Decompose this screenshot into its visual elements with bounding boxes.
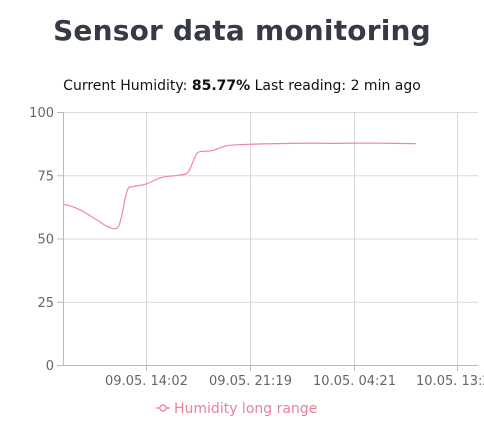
y-tick-label: 100 bbox=[29, 106, 54, 121]
legend-label: Humidity long range bbox=[174, 401, 317, 417]
x-tick-label: 10.05. 04:21 bbox=[313, 374, 396, 389]
humidity-value: 85.77% bbox=[191, 78, 251, 94]
y-tick-label: 75 bbox=[37, 169, 54, 184]
chart-legend[interactable]: Humidity long range bbox=[156, 401, 317, 417]
reading-value: 2 min ago bbox=[350, 78, 421, 94]
chart-series bbox=[62, 142, 416, 230]
chart-grid bbox=[63, 112, 478, 366]
x-tick-label: 09.05. 14:02 bbox=[105, 374, 188, 389]
status-line: Current Humidity: 85.77% Last reading: 2… bbox=[0, 78, 484, 94]
reading-label: Last reading: bbox=[254, 78, 347, 94]
y-tick-label: 0 bbox=[46, 359, 54, 374]
chart-axes: 0 25 50 75 100 09.05. 14:02 09.05. 21:19 10.05.… bbox=[29, 106, 484, 389]
legend-marker-icon bbox=[159, 404, 167, 412]
y-tick-label: 50 bbox=[37, 233, 54, 248]
humidity-label: Current Humidity: bbox=[63, 78, 188, 94]
x-tick-label: 09.05. 21:19 bbox=[209, 374, 292, 389]
page-title: Sensor data monitoring bbox=[53, 14, 431, 47]
series-line-humidity bbox=[62, 142, 416, 230]
y-tick-label: 25 bbox=[37, 296, 54, 311]
x-tick-label: 10.05. 13:24 bbox=[416, 374, 484, 389]
